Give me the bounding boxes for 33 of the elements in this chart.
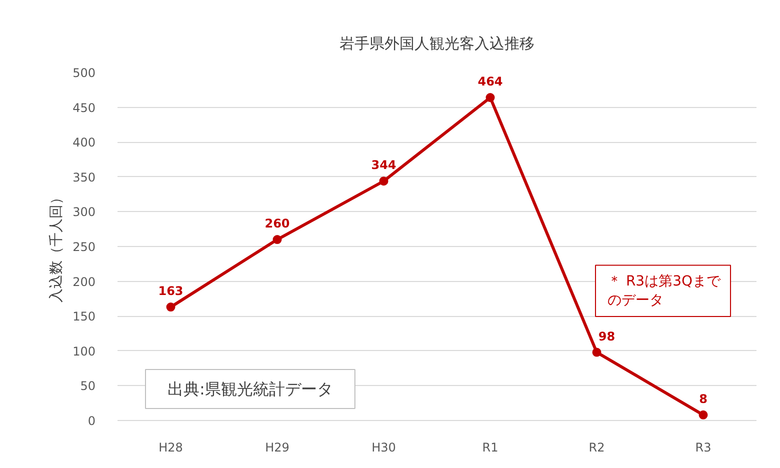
y-tick-label: 350 xyxy=(72,170,96,184)
data-label: 163 xyxy=(158,284,184,298)
data-label: 260 xyxy=(264,216,290,231)
x-tick-label: R1 xyxy=(482,440,498,454)
chart-title: 岩手県外国人観光客入込推移 xyxy=(340,34,534,52)
y-tick-label: 100 xyxy=(72,344,96,358)
annotation: 出典:県観光統計データ xyxy=(168,380,333,398)
y-tick-label: 150 xyxy=(72,310,96,324)
y-tick-label: 500 xyxy=(72,66,96,80)
y-tick-label: 200 xyxy=(72,274,96,289)
y-tick-label: 250 xyxy=(72,240,96,254)
x-tick-label: H29 xyxy=(265,440,290,454)
point xyxy=(166,302,176,312)
point xyxy=(486,93,495,102)
data-label: 464 xyxy=(478,74,503,89)
point xyxy=(592,348,602,357)
x-tick-label: H28 xyxy=(158,440,183,454)
data-label: 344 xyxy=(371,158,396,172)
x-tick-label: R3 xyxy=(695,440,712,454)
y-tick-label: 300 xyxy=(72,205,96,220)
point xyxy=(379,176,388,186)
y-tick-label: 50 xyxy=(80,379,96,394)
y-tick-label: 400 xyxy=(72,136,96,150)
x-tick-label: H30 xyxy=(372,440,396,454)
y-axis-title: 入込数（千人回） xyxy=(48,190,65,302)
y-tick-label: 0 xyxy=(88,414,96,428)
data-label: 98 xyxy=(598,329,616,344)
data-label: 8 xyxy=(699,392,708,406)
annotation: ＊ R3は第3Qまでのデータ xyxy=(608,273,722,308)
y-tick-label: 450 xyxy=(72,100,96,115)
point xyxy=(698,410,708,420)
point xyxy=(272,235,282,244)
x-tick-label: R2 xyxy=(588,440,605,454)
